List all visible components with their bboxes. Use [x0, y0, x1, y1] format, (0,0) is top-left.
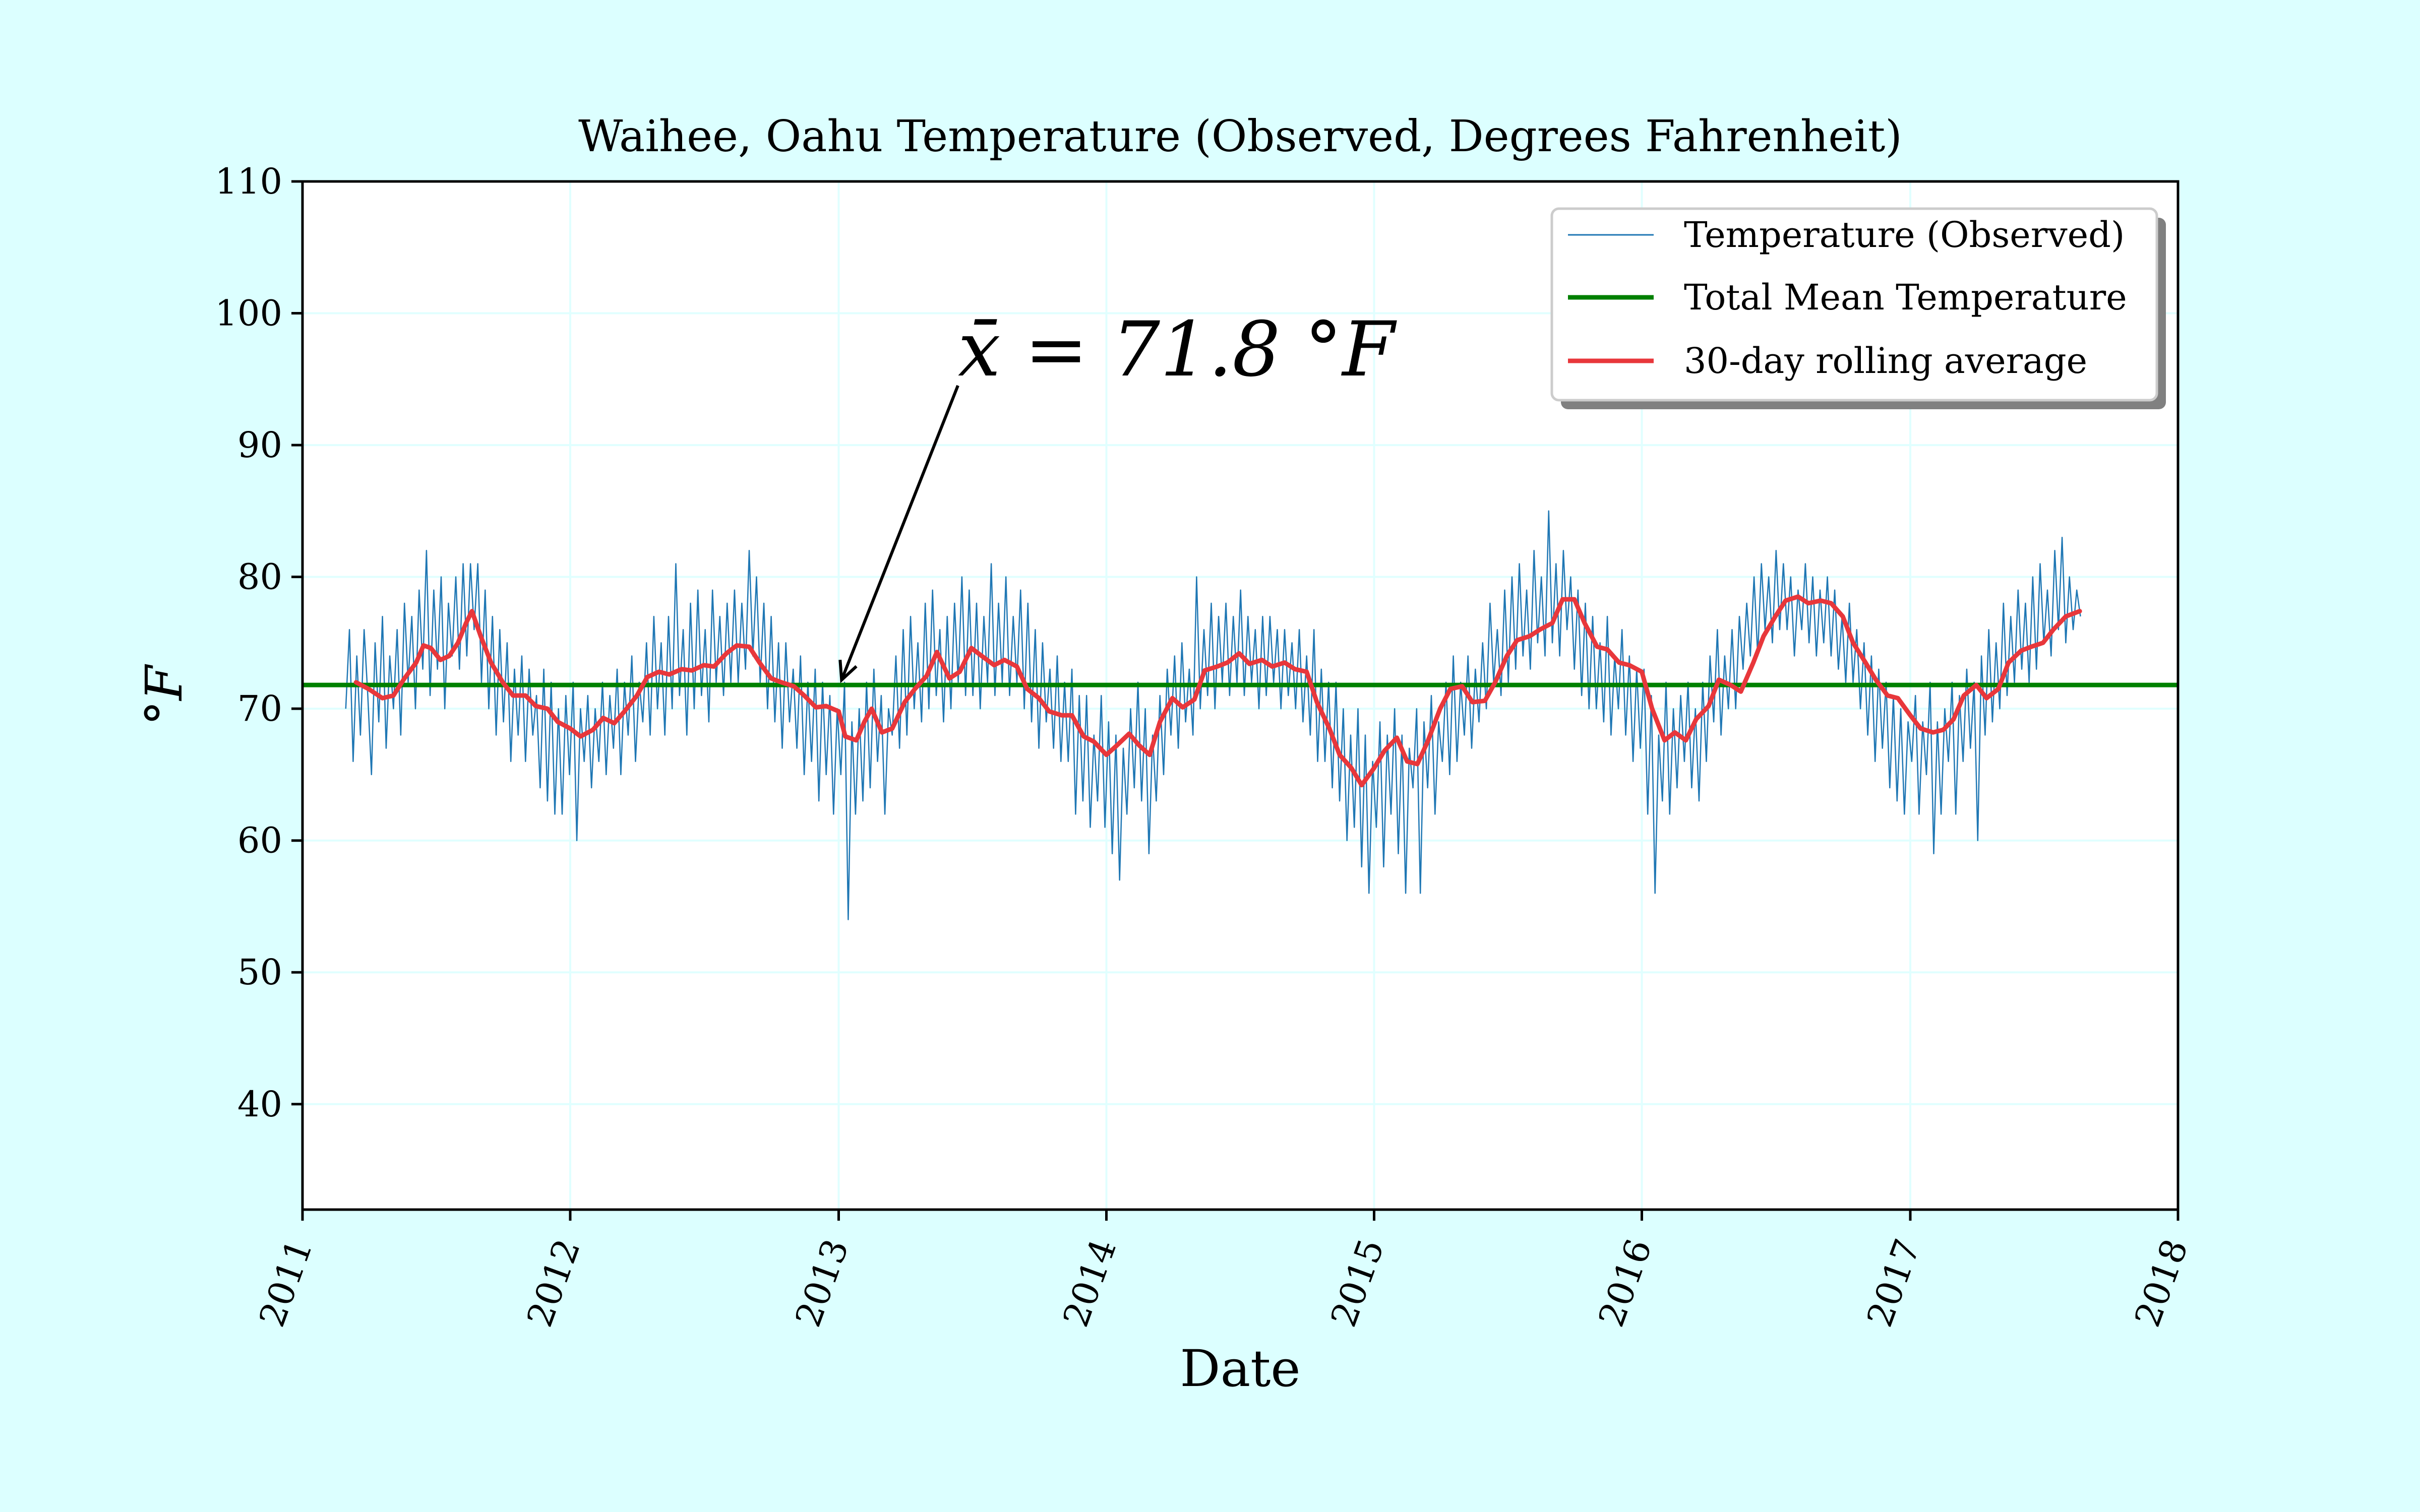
y-tick-label: 80 [237, 556, 282, 598]
legend-label-mean: Total Mean Temperature [1684, 277, 2127, 318]
series-rolling-average [353, 594, 2082, 788]
annotation-text: x̄ = 71.8 °F [958, 306, 1397, 394]
y-tick-label: 100 [215, 293, 282, 334]
x-tick-label: 2011 [251, 1234, 321, 1332]
legend-label-observed: Temperature (Observed) [1684, 214, 2125, 256]
y-tick-label: 40 [237, 1084, 282, 1125]
mean-annotation: x̄ = 71.8 °F [838, 306, 1397, 683]
x-tick-label: 2013 [787, 1234, 857, 1332]
legend-label-rolling: 30-day rolling average [1684, 340, 2087, 382]
y-tick-label: 70 [237, 688, 282, 729]
y-tick-label: 60 [237, 820, 282, 861]
rolling-average-line [353, 594, 2082, 788]
x-tick-label: 2012 [519, 1234, 588, 1332]
annotation-arrow-head [838, 659, 858, 683]
legend: Temperature (Observed) Total Mean Temper… [1550, 207, 2166, 409]
observed-line [345, 510, 2081, 920]
y-tick-label: 50 [237, 952, 282, 993]
y-tick-label: 90 [237, 424, 282, 466]
x-tick-label: 2014 [1055, 1234, 1124, 1332]
x-tick-label: 2015 [1322, 1234, 1392, 1332]
x-tick-label: 2016 [1591, 1234, 1660, 1332]
chart-title: Waihee, Oahu Temperature (Observed, Degr… [578, 111, 1902, 162]
x-tick-label: 2018 [2127, 1234, 2196, 1332]
x-axis-ticks: 2011 2012 2013 2014 2015 2016 2017 2018 [251, 1210, 2196, 1332]
legend-box [1550, 207, 2158, 402]
grid-x [569, 181, 1911, 1210]
x-tick-label: 2017 [1859, 1234, 1928, 1332]
x-axis-label: Date [1180, 1339, 1300, 1398]
y-axis-label: °F [135, 664, 194, 726]
y-axis-ticks: 40 50 60 70 80 90 100 110 [215, 161, 302, 1125]
series-temperature-observed [345, 510, 2081, 920]
annotation-arrow-line [840, 385, 959, 681]
grid-y [302, 312, 2178, 1105]
plot-frame [301, 180, 2180, 1211]
y-tick-label: 110 [215, 161, 282, 202]
